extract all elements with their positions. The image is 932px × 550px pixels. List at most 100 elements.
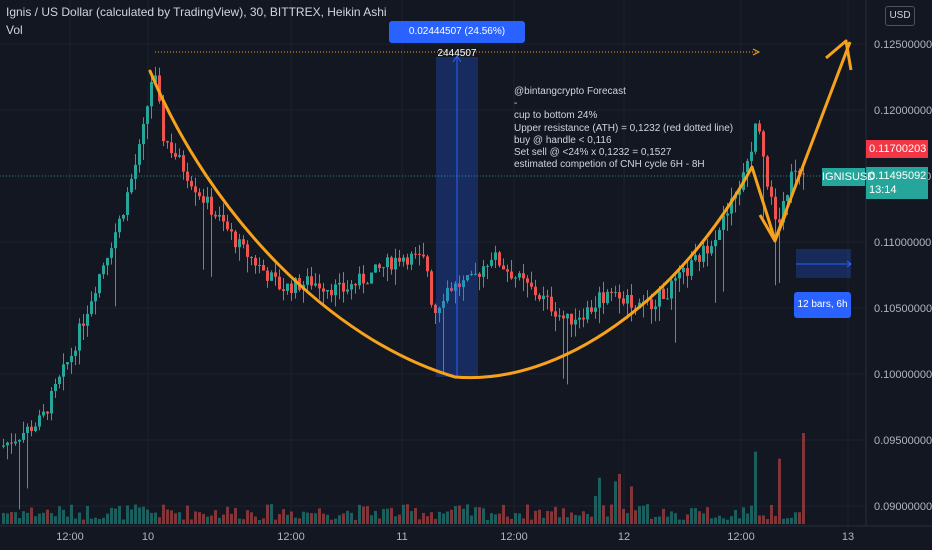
candle-body xyxy=(402,257,405,262)
volume-bar xyxy=(50,512,53,524)
candle-body xyxy=(58,376,61,385)
candle-body xyxy=(346,289,349,292)
volume-bar xyxy=(666,516,669,524)
volume-bar xyxy=(2,512,5,524)
volume-bar xyxy=(162,504,165,524)
candle-body xyxy=(254,257,257,266)
candle-body xyxy=(722,215,725,230)
volume-bar xyxy=(58,506,61,524)
candle-body xyxy=(606,291,609,304)
time-axis[interactable]: 12:00 10 12:00 11 12:00 12 12:00 13 xyxy=(56,531,854,543)
candle-body xyxy=(422,254,425,257)
candle-body xyxy=(778,219,781,223)
candle-body xyxy=(214,214,217,217)
bars-range-label: 12 bars, 6h xyxy=(794,292,851,318)
volume-indicator-label[interactable]: Vol xyxy=(6,23,23,37)
volume-bar xyxy=(746,513,749,524)
candle-body xyxy=(462,280,465,288)
volume-bar xyxy=(126,505,129,524)
volume-bar xyxy=(298,518,301,524)
time-tick-label: 12 xyxy=(618,531,630,543)
volume-bar xyxy=(70,504,73,524)
candle-body xyxy=(682,268,685,273)
volume-bar xyxy=(694,508,697,524)
candle-body xyxy=(570,313,573,325)
volume-bar xyxy=(442,513,445,524)
candle-body xyxy=(242,239,245,245)
volume-bar xyxy=(250,512,253,524)
currency-button[interactable]: USD xyxy=(885,6,915,26)
volume-bar xyxy=(462,508,465,524)
volume-bar xyxy=(174,513,177,524)
candle-body xyxy=(542,295,545,300)
volume-bar xyxy=(718,515,721,524)
volume-bar xyxy=(366,506,369,524)
candle-body xyxy=(162,101,165,142)
candle-body xyxy=(370,272,373,284)
candle-body xyxy=(770,186,773,197)
candle-body xyxy=(430,271,433,305)
volume-bar xyxy=(34,516,37,524)
candle-body xyxy=(358,273,361,286)
price-tick-label: 0.12500000 xyxy=(874,39,932,51)
volume-bar xyxy=(758,515,761,524)
candle-body xyxy=(114,232,117,249)
candle-body xyxy=(418,253,421,255)
volume-bar xyxy=(334,518,337,524)
volume-bar xyxy=(534,510,537,524)
candle-body xyxy=(434,304,437,314)
candle-body xyxy=(790,171,793,196)
volume-bar xyxy=(622,508,625,524)
volume-bar xyxy=(586,514,589,524)
volume-bar xyxy=(674,513,677,524)
candle-body xyxy=(246,244,249,257)
volume-bar xyxy=(470,515,473,524)
volume-bar xyxy=(370,515,373,524)
volume-bar xyxy=(542,517,545,524)
candle-body xyxy=(178,155,181,157)
candle-body xyxy=(730,198,733,214)
candle-body xyxy=(406,257,409,265)
volume-bar xyxy=(802,432,805,524)
volume-bar xyxy=(6,513,9,524)
volume-bar xyxy=(90,518,93,524)
annotation-line: @bintangcrypto Forecast xyxy=(514,86,626,97)
candle-body xyxy=(426,256,429,272)
volume-bar xyxy=(194,511,197,524)
volume-bar xyxy=(494,514,497,524)
cup-curve[interactable] xyxy=(148,69,754,380)
candle-body xyxy=(698,255,701,262)
candle-body xyxy=(494,252,497,260)
candle-body xyxy=(562,315,565,319)
volume-bar xyxy=(18,518,21,524)
volume-bar xyxy=(86,506,89,524)
volume-bar xyxy=(774,516,777,524)
candle-body xyxy=(42,411,45,416)
candle-body xyxy=(574,319,577,325)
forecast-annotation[interactable]: @bintangcrypto Forecast - cup to bottom 24… xyxy=(514,86,733,171)
candle-body xyxy=(706,245,709,254)
volume-bar xyxy=(138,507,141,524)
candle-body xyxy=(382,267,385,269)
volume-bar xyxy=(642,505,645,524)
candle-body xyxy=(262,265,265,271)
volume-bar xyxy=(510,518,513,524)
volume-bar xyxy=(722,518,725,524)
ticker-label: IGNISUSD xyxy=(822,168,875,186)
candle-body xyxy=(586,307,589,320)
candle-body xyxy=(442,300,445,308)
price-tick-label: 0.09500000 xyxy=(874,435,932,447)
volume-bar xyxy=(522,518,525,524)
volume-bar xyxy=(62,509,65,524)
candle-body xyxy=(234,231,237,248)
candle-body xyxy=(566,313,569,319)
volume-bar xyxy=(614,481,617,524)
volume-bar xyxy=(390,507,393,524)
candle-body xyxy=(410,253,413,265)
candle-body xyxy=(510,271,513,279)
volume-bar xyxy=(458,505,461,524)
volume-bar xyxy=(634,510,637,524)
candle-body xyxy=(126,192,129,215)
price-tick-label: 0.11000000 xyxy=(874,237,931,249)
